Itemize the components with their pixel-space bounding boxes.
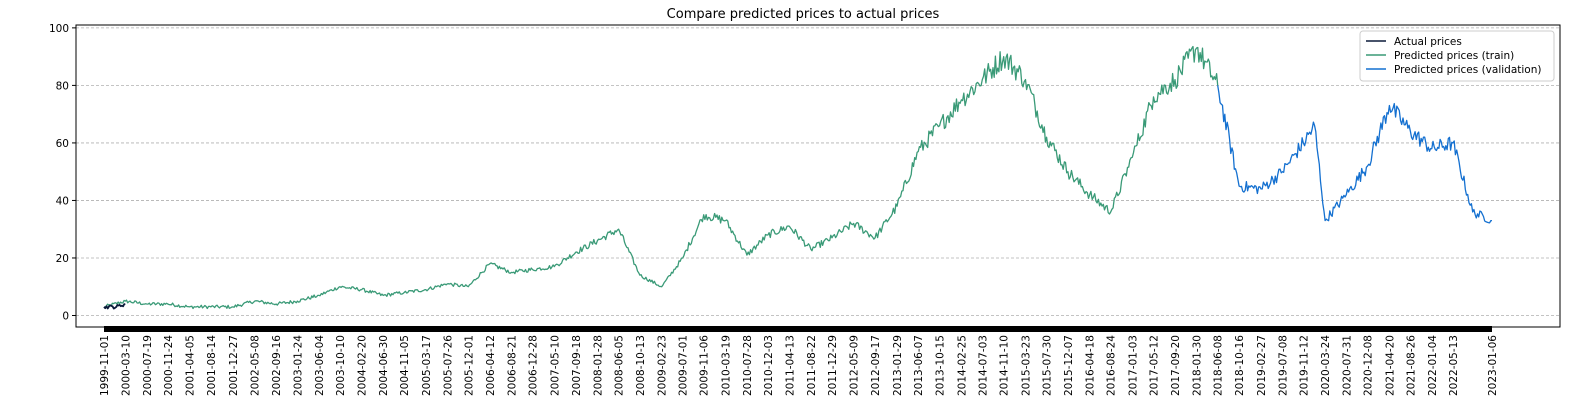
- x-tick-label: 2015-07-30: [1042, 335, 1054, 396]
- series-line: [1217, 85, 1493, 224]
- x-tick-label: 2019-11-12: [1298, 335, 1310, 396]
- series-line: [103, 45, 1219, 310]
- x-tick-label: 2003-10-10: [335, 335, 347, 396]
- x-tick-label: 2010-03-19: [721, 335, 733, 396]
- x-tick-label: 2010-12-03: [763, 335, 775, 396]
- x-tick-label: 2000-07-19: [142, 335, 154, 396]
- grid-lines: [76, 27, 1560, 316]
- x-axis-tick-bar: [104, 326, 1492, 332]
- y-axis-ticks: 0 20 40 60 80 100: [49, 23, 76, 322]
- x-tick-label: 2022-01-04: [1427, 335, 1439, 396]
- x-tick-label: 2005-07-26: [442, 335, 454, 396]
- x-tick-label: 2016-04-18: [1085, 335, 1097, 396]
- y-tick-label: 60: [56, 138, 69, 150]
- x-tick-label: 2011-12-29: [827, 335, 839, 396]
- x-tick-label: 2017-09-20: [1170, 335, 1182, 396]
- x-axis-ticks: 1999-11-01 2000-03-10 2000-07-19 2000-11-24…: [99, 335, 1499, 396]
- x-tick-label: 2017-01-03: [1127, 335, 1139, 396]
- x-tick-label: 2012-09-17: [870, 335, 882, 396]
- x-tick-label: 2018-01-30: [1192, 335, 1204, 396]
- x-tick-label: 2018-06-08: [1213, 335, 1225, 396]
- x-tick-label: 2009-02-23: [657, 335, 669, 396]
- x-tick-label: 2006-08-21: [506, 335, 518, 396]
- x-tick-label: 2004-06-30: [378, 335, 390, 396]
- series-line: [103, 303, 126, 310]
- x-tick-label: 2019-07-08: [1278, 335, 1290, 396]
- legend-box: [1359, 30, 1555, 82]
- plot-frame: [75, 24, 1561, 328]
- x-tick-label: 2000-03-10: [120, 335, 132, 396]
- x-tick-label: 2016-08-24: [1106, 335, 1118, 396]
- x-tick-label: 2015-03-23: [1021, 335, 1033, 396]
- x-tick-label: 2021-08-26: [1405, 335, 1417, 396]
- legend-label: Actual prices: [1394, 36, 1462, 48]
- y-tick-label: 20: [56, 253, 69, 265]
- x-tick-label: 2001-08-14: [206, 335, 218, 396]
- x-tick-label: 2022-05-13: [1448, 335, 1460, 396]
- x-tick-label: 2001-04-05: [184, 335, 196, 396]
- dense-tick-marks: [104, 326, 1492, 332]
- legend: Actual prices Predicted prices (train) Pre…: [1359, 30, 1555, 82]
- x-tick-label: 2014-11-10: [999, 335, 1011, 396]
- x-tick-label: 2010-07-28: [742, 335, 754, 396]
- x-tick-label: 2006-04-12: [485, 335, 497, 396]
- x-tick-label: 2012-05-09: [849, 335, 861, 396]
- x-tick-label: 2014-07-03: [977, 335, 989, 396]
- chart-title: Compare predicted prices to actual price…: [667, 7, 940, 22]
- x-tick-label: 2005-03-17: [421, 335, 433, 396]
- x-tick-label: 2002-05-08: [250, 335, 262, 396]
- x-tick-label: 2013-10-15: [935, 335, 947, 396]
- x-tick-label: 2013-01-29: [892, 335, 904, 396]
- x-tick-label: 2020-07-31: [1341, 335, 1353, 396]
- x-tick-label: 2005-12-01: [463, 335, 475, 396]
- x-tick-label: 2023-01-06: [1487, 335, 1499, 396]
- y-tick-label: 40: [56, 195, 69, 207]
- x-tick-label: 2011-08-22: [806, 335, 818, 396]
- x-tick-label: 2021-04-20: [1384, 335, 1396, 396]
- x-tick-label: 2007-09-18: [571, 335, 583, 396]
- x-tick-label: 1999-11-01: [99, 335, 111, 396]
- x-tick-label: 2009-07-01: [678, 335, 690, 396]
- x-tick-label: 2000-11-24: [163, 335, 175, 396]
- x-tick-label: 2011-04-13: [784, 335, 796, 396]
- x-tick-label: 2004-02-20: [357, 335, 369, 396]
- x-tick-label: 2008-10-13: [635, 335, 647, 396]
- x-tick-label: 2004-11-05: [399, 335, 411, 396]
- x-tick-label: 2015-12-07: [1063, 335, 1075, 396]
- y-tick-label: 80: [56, 80, 69, 92]
- y-tick-label: 100: [49, 23, 69, 35]
- legend-label: Predicted prices (validation): [1394, 64, 1541, 76]
- x-tick-label: 2019-02-27: [1256, 335, 1268, 396]
- x-tick-label: 2008-06-05: [614, 335, 626, 396]
- x-tick-label: 2020-03-24: [1320, 335, 1332, 396]
- x-tick-label: 2017-05-12: [1149, 335, 1161, 396]
- x-tick-label: 2008-01-28: [592, 335, 604, 396]
- x-tick-label: 2001-12-27: [228, 335, 240, 396]
- x-tick-label: 2003-01-24: [292, 335, 304, 396]
- x-tick-label: 2003-06-04: [314, 335, 326, 396]
- x-tick-label: 2014-02-25: [956, 335, 968, 396]
- x-tick-label: 2020-12-08: [1363, 335, 1375, 396]
- x-tick-label: 2013-06-07: [913, 335, 925, 396]
- x-tick-label: 2006-12-28: [528, 335, 540, 396]
- series-lines: [103, 45, 1493, 310]
- x-tick-label: 2007-05-10: [549, 335, 561, 396]
- legend-label: Predicted prices (train): [1394, 50, 1514, 62]
- y-tick-label: 0: [62, 310, 69, 322]
- x-tick-label: 2002-09-16: [271, 335, 283, 396]
- x-tick-label: 2018-10-16: [1234, 335, 1246, 396]
- x-tick-label: 2009-11-06: [699, 335, 711, 396]
